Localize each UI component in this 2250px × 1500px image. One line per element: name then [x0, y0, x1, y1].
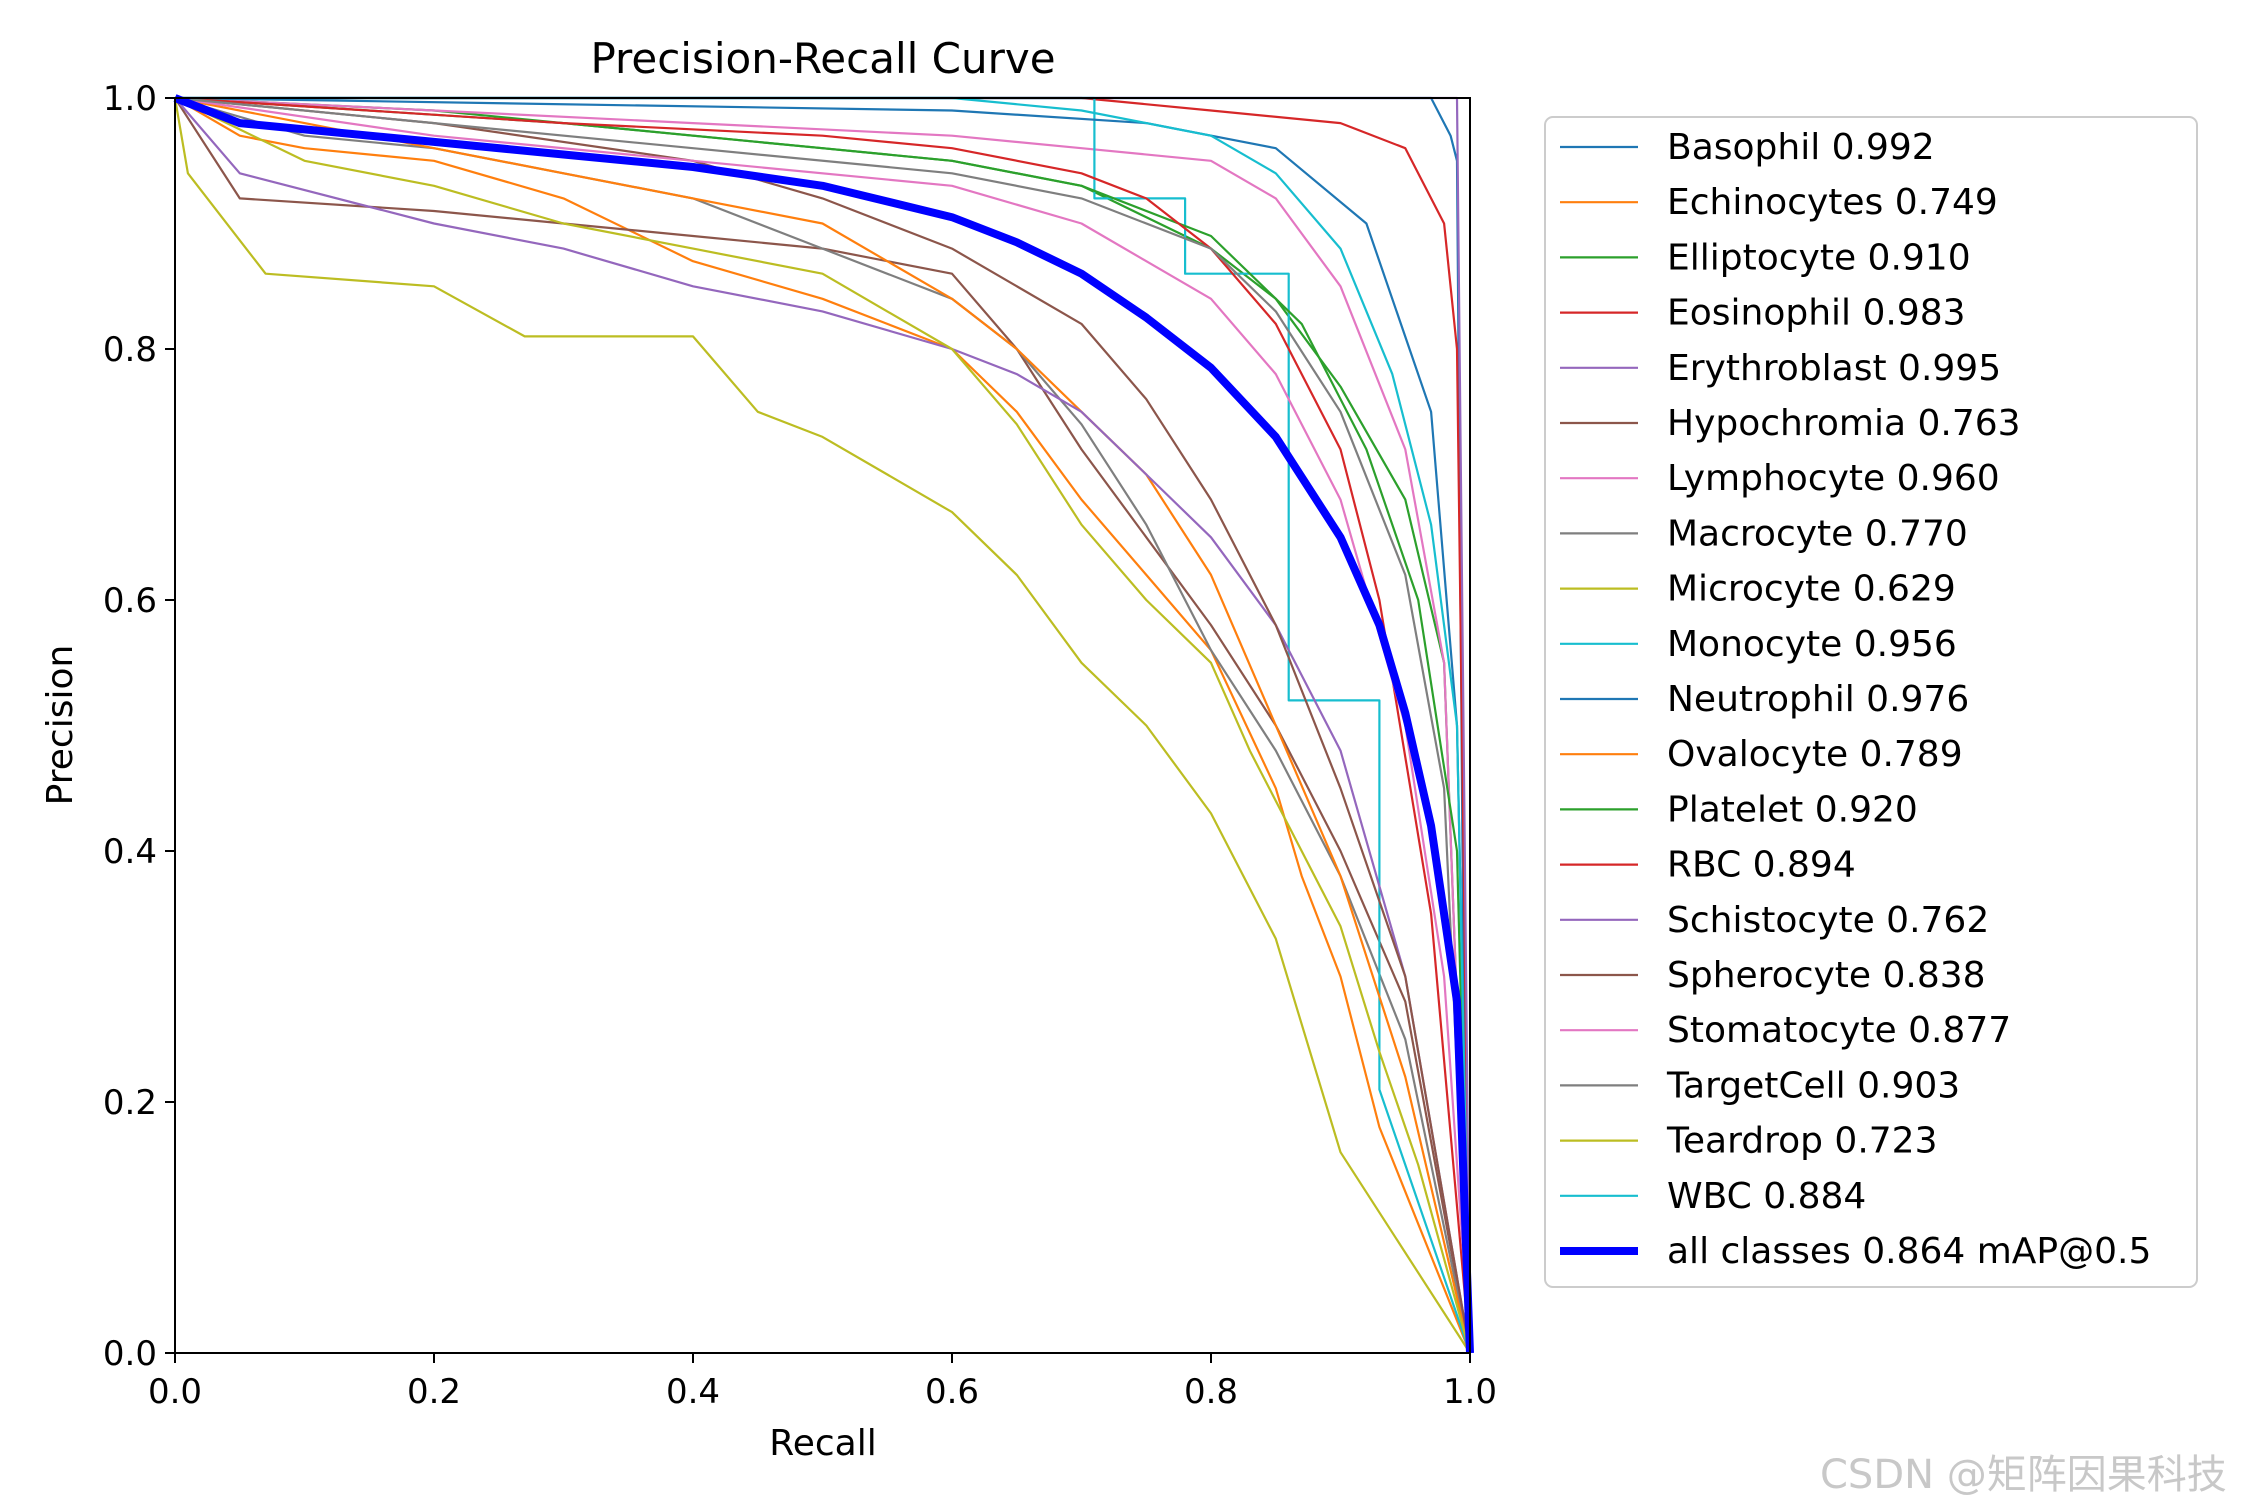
- legend-label: Lymphocyte 0.960: [1667, 458, 2000, 499]
- legend-label: Elliptocyte 0.910: [1667, 237, 1971, 278]
- y-tick-label: 0.4: [103, 832, 157, 872]
- series-line-16: [174, 96, 1472, 1354]
- x-axis-ticks: 0.0 0.2 0.4 0.6 0.8 1.0: [148, 1353, 1497, 1412]
- y-tick-label: 1.0: [103, 79, 157, 119]
- y-axis-label: Precision: [40, 645, 81, 806]
- x-tick-label: 0.8: [1184, 1372, 1238, 1412]
- watermark: CSDN @矩阵因果科技: [1820, 1452, 2227, 1498]
- legend: Basophil 0.992 Echinocytes 0.749 Elliptocy…: [1544, 116, 2198, 1288]
- legend-label: TargetCell 0.903: [1666, 1065, 1960, 1106]
- y-tick-label: 0.6: [103, 581, 157, 621]
- legend-label: Hypochromia 0.763: [1667, 403, 2021, 444]
- legend-label: Teardrop 0.723: [1666, 1121, 1938, 1162]
- series-line-18: [174, 97, 1472, 1354]
- x-tick-label: 0.2: [407, 1372, 461, 1412]
- legend-label: Schistocyte 0.762: [1667, 900, 1989, 941]
- y-tick-label: 0.2: [103, 1083, 157, 1123]
- legend-label: Spherocyte 0.838: [1667, 955, 1986, 996]
- legend-label: Erythroblast 0.995: [1667, 348, 2001, 389]
- y-tick-label: 0.8: [103, 330, 157, 370]
- y-axis-ticks: 0.0 0.2 0.4 0.6 0.8 1.0: [103, 79, 175, 1374]
- legend-label: WBC 0.884: [1667, 1176, 1866, 1217]
- series-line-17: [174, 96, 1472, 1354]
- chart-title: Precision-Recall Curve: [590, 34, 1055, 83]
- legend-box: [1544, 116, 2198, 1288]
- plot-frame: [174, 97, 1471, 1354]
- legend-label: Neutrophil 0.976: [1667, 679, 1969, 720]
- legend-label: Stomatocyte 0.877: [1667, 1010, 2011, 1051]
- legend-label: RBC 0.894: [1667, 845, 1856, 886]
- series-line-15: [174, 96, 1472, 1354]
- series-line-6: [174, 96, 1472, 1354]
- series-line-14: [174, 97, 1472, 1354]
- legend-label: Echinocytes 0.749: [1667, 182, 1998, 223]
- legend-label: Platelet 0.920: [1667, 789, 1918, 830]
- y-tick-label: 0.0: [103, 1334, 157, 1374]
- series-layer: [173, 94, 1474, 1354]
- legend-label: Basophil 0.992: [1667, 127, 1935, 168]
- series-line-1: [174, 97, 1472, 1354]
- series-line-11: [174, 96, 1472, 1354]
- x-tick-label: 0.4: [666, 1372, 720, 1412]
- legend-label: Eosinophil 0.983: [1667, 293, 1966, 334]
- x-tick-label: 0.6: [925, 1372, 979, 1412]
- series-line-12: [174, 96, 1472, 1354]
- series-line-10: [174, 96, 1472, 1354]
- x-tick-label: 0.0: [148, 1372, 202, 1412]
- legend-items: Basophil 0.992 Echinocytes 0.749 Elliptocy…: [1560, 127, 2151, 1272]
- x-axis-label: Recall: [769, 1423, 876, 1464]
- legend-label: Microcyte 0.629: [1667, 569, 1956, 610]
- series-line-8: [173, 97, 1471, 1354]
- legend-label: Ovalocyte 0.789: [1667, 734, 1963, 775]
- legend-label: Macrocyte 0.770: [1667, 513, 1968, 554]
- legend-label: all classes 0.864 mAP@0.5: [1667, 1231, 2151, 1272]
- x-tick-label: 1.0: [1443, 1372, 1497, 1412]
- series-line-20: [173, 94, 1474, 1354]
- legend-label: Monocyte 0.956: [1667, 624, 1957, 665]
